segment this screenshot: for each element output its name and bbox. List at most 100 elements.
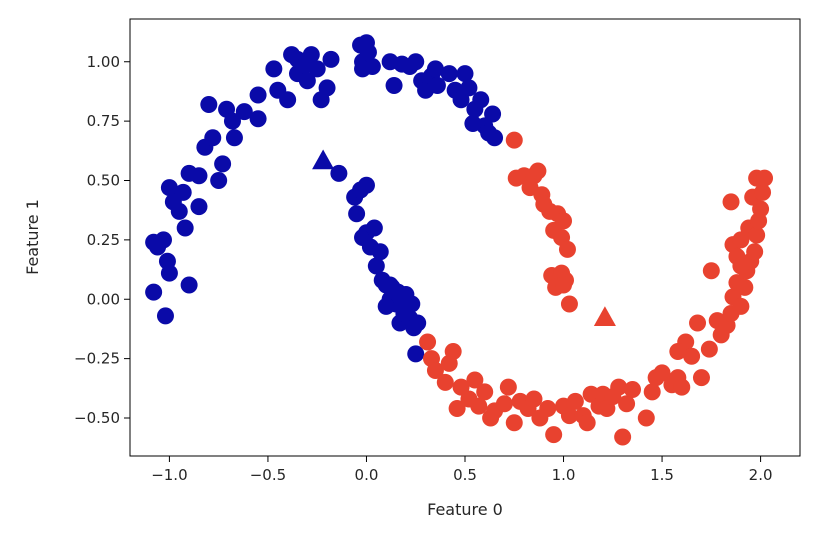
data-point (484, 105, 502, 123)
data-point (578, 414, 596, 432)
data-point (460, 79, 478, 97)
data-point (298, 72, 316, 90)
data-point (359, 43, 377, 61)
data-point (318, 79, 336, 97)
x-axis-label: Feature 0 (427, 500, 503, 519)
data-point (348, 205, 366, 223)
data-point (426, 60, 444, 78)
data-point (692, 369, 710, 387)
y-tick-label: −0.25 (74, 350, 120, 368)
data-point (529, 162, 547, 180)
data-point (419, 333, 437, 351)
data-point (756, 169, 774, 187)
triangle-point (312, 149, 335, 170)
data-point (160, 179, 178, 197)
data-point (235, 103, 253, 121)
data-point (470, 397, 488, 415)
x-tick-label: 1.5 (650, 466, 674, 484)
data-point (265, 60, 283, 78)
data-point (683, 347, 701, 365)
data-point (190, 198, 208, 216)
data-point (357, 176, 375, 194)
data-point (145, 283, 163, 301)
data-point (560, 407, 578, 425)
y-axis: −0.50 −0.25 0.00 0.25 0.50 0.75 1.00 (74, 53, 130, 427)
data-point (643, 383, 661, 401)
data-point (409, 314, 427, 332)
data-point (702, 262, 720, 280)
data-point (436, 373, 454, 391)
y-tick-label: 1.00 (87, 53, 120, 71)
y-tick-label: 0.75 (87, 112, 120, 130)
data-point (444, 343, 462, 360)
data-point (669, 343, 687, 360)
data-point (180, 276, 198, 294)
data-point (555, 276, 573, 294)
data-point (371, 243, 389, 261)
data-point (732, 257, 750, 275)
data-point (689, 314, 707, 332)
data-point (407, 345, 425, 363)
data-point (249, 110, 267, 128)
data-point (403, 295, 421, 313)
data-point (560, 295, 578, 313)
data-point (499, 378, 517, 396)
data-point (200, 96, 218, 113)
y-tick-label: −0.50 (74, 409, 120, 427)
data-point (525, 390, 543, 408)
data-point (149, 238, 167, 256)
data-point (466, 371, 484, 389)
y-tick-label: 0.25 (87, 231, 120, 249)
data-point (456, 65, 474, 83)
data-point (653, 364, 671, 382)
data-point (381, 276, 399, 294)
data-point (673, 378, 691, 396)
data-point (225, 129, 243, 147)
data-point (426, 362, 444, 379)
data-point (174, 183, 192, 201)
data-point (748, 226, 766, 244)
data-point (624, 381, 641, 398)
y-tick-label: 0.50 (87, 172, 120, 190)
x-tick-label: 0.0 (355, 466, 379, 484)
data-point (464, 115, 482, 132)
x-axis: −1.0 −0.5 0.0 0.5 1.0 1.5 2.0 (151, 456, 773, 484)
data-point (160, 264, 178, 282)
data-point (736, 278, 754, 296)
data-point (545, 426, 563, 444)
data-point (610, 378, 628, 396)
data-point (495, 395, 513, 413)
data-point (700, 340, 718, 358)
data-point (746, 243, 764, 261)
data-point (539, 400, 557, 417)
data-point (407, 53, 425, 71)
x-tick-label: 2.0 (749, 466, 773, 484)
data-point (249, 86, 267, 104)
data-point (505, 131, 523, 149)
data-point (385, 77, 403, 94)
data-point (566, 392, 584, 410)
x-tick-label: −0.5 (250, 466, 286, 484)
data-point (722, 193, 740, 211)
x-tick-label: 1.0 (552, 466, 576, 484)
data-point (472, 91, 490, 109)
data-point (308, 60, 326, 78)
data-point (176, 219, 194, 237)
data-point (170, 202, 188, 220)
data-point (204, 129, 222, 147)
data-point (322, 50, 340, 68)
data-point (618, 395, 636, 413)
data-point (448, 400, 466, 417)
data-point (614, 428, 632, 446)
data-marks (145, 34, 774, 446)
data-point (754, 183, 772, 201)
data-point (279, 91, 297, 109)
y-tick-label: 0.00 (87, 290, 120, 308)
data-point (354, 60, 372, 78)
data-point (486, 129, 504, 147)
data-point (156, 307, 174, 325)
data-point (476, 383, 494, 401)
data-point (428, 77, 446, 94)
data-point (558, 240, 576, 258)
